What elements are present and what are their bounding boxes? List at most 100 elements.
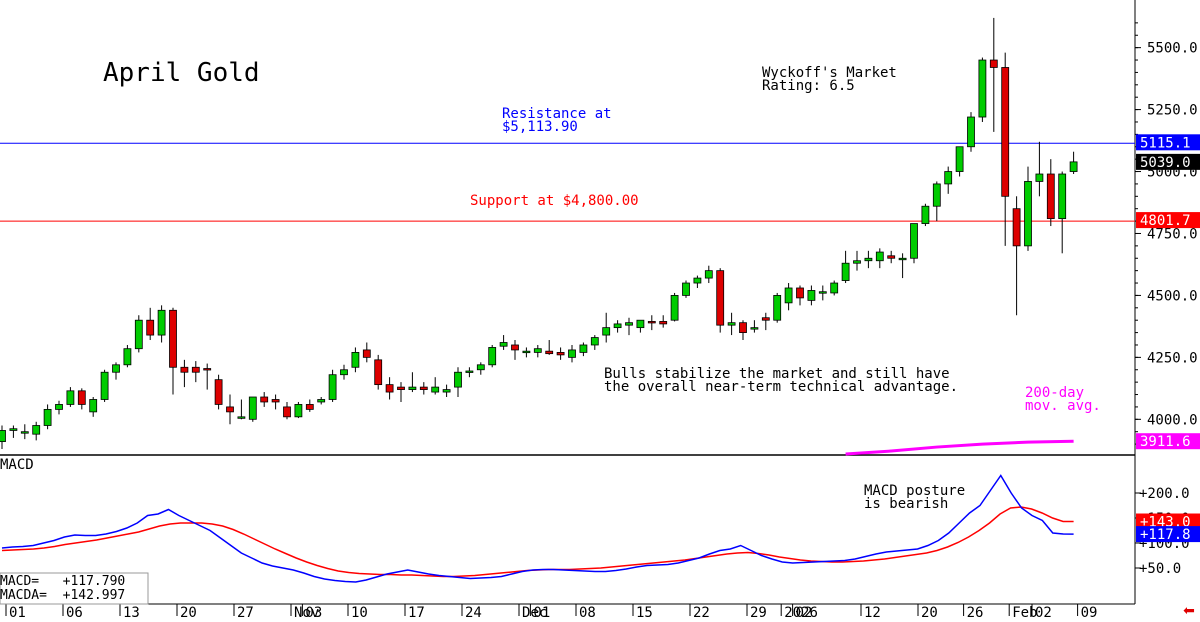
candle [818,285,827,301]
price-tag: 3911.6 [1136,433,1200,450]
price-tags: 5115.1 4801.7 5039.0 3911.6 [1136,134,1200,450]
candle [226,394,234,425]
date-tick-label: 22 [693,605,710,621]
moving-average-200 [845,439,1074,456]
candle-body [522,350,531,354]
candle-body [305,404,314,410]
resistance-annotation-line-2: $5,113.90 [502,119,578,135]
candle [647,315,656,331]
candle-body [1069,161,1078,172]
macd-tags: +143.0+117.8 [1136,513,1200,543]
date-tick-label: 01 [9,605,26,621]
date-tick-label: 09 [1081,605,1098,621]
candle-body [20,431,29,434]
resistance-annotation: Resistance at $5,113.90 [502,106,620,135]
candle-body [670,295,679,321]
candle [100,369,109,402]
candle-body [932,183,941,207]
candle-body [545,350,554,355]
candle-body [214,379,223,405]
date-tick-label: 02 [796,605,813,621]
macd-tag-label: +117.8 [1140,527,1191,543]
candle [157,305,166,343]
candle [1058,171,1067,254]
candle [955,146,964,177]
date-tick-label: 01 [533,605,550,621]
candle [511,340,519,360]
candle [989,17,998,132]
candle-body [203,368,212,371]
candle [214,374,223,410]
resistance-annotation-line-1: Resistance at [502,106,612,122]
candle-body [134,319,143,350]
candle-body [89,399,98,413]
candle-body [340,369,348,376]
candle-body [1046,173,1055,220]
date-tick-label: 06 [66,605,83,621]
candle [32,421,41,441]
ma-annotation-line-2: mov. avg. [1025,398,1101,414]
candle-body [374,359,383,386]
candle-body [898,257,907,261]
candle-body [1035,173,1044,182]
candle [248,396,257,422]
price-tick-label: 4250.0 [1147,350,1198,366]
candle [864,250,873,269]
candle-body [146,319,155,336]
candle [408,372,417,393]
candle [590,335,599,350]
candle-body [727,322,736,326]
date-tick-label: Feb [1012,605,1037,621]
candle-body [944,171,953,185]
candle [1046,159,1055,227]
price-tick-label: 4000.0 [1147,412,1198,428]
candle [20,424,29,440]
candle [932,181,941,222]
candle [77,388,86,410]
left-arrow-icon[interactable]: ⬅ [1183,603,1195,619]
resistance-tag-bg [1136,134,1200,151]
candle [283,401,291,420]
candle-body [465,370,474,373]
candle [180,359,189,388]
candle [294,401,303,419]
candle-body [328,374,337,400]
candle [9,425,18,438]
candle-body [602,327,611,336]
support-tag-label: 4801.7 [1140,213,1191,229]
ma-annotation: 200-day mov. avg. [1025,385,1101,414]
price-tick-label: 4500.0 [1147,288,1198,304]
macd-panel-label: MACD [0,457,34,473]
candle [305,399,314,412]
candle-body [283,406,291,418]
date-tick-label: 27 [237,605,254,621]
candle-body [568,349,576,358]
price-tick-label: 5500.0 [1147,41,1198,57]
macd-annotation: MACD posture is bearish [864,483,974,512]
date-tick-label: 10 [351,605,368,621]
bulls-annotation-line-2: the overall near-term technical advantag… [604,379,958,395]
candle-body [864,257,873,262]
candle [682,280,690,298]
candle-body [112,364,120,373]
candle-body [408,386,417,390]
candle-body [533,348,542,353]
wyckoff-annotation-line-1: Wyckoff's Market [762,65,897,81]
candle-body [659,321,668,325]
date-tick-label: 20 [180,605,197,621]
candle-body [716,270,725,326]
macd-legend-macd: MACD= +117.790 [0,574,125,589]
wyckoff-annotation-line-2: Rating: 6.5 [762,78,855,94]
candle-body [431,386,440,393]
candle-body [556,352,565,356]
date-tick-label: 12 [864,605,881,621]
candle [1012,196,1021,316]
candle-body [237,416,246,419]
candle-body [476,364,485,371]
candle [112,362,120,380]
candle [237,399,246,420]
price-tag-label: 3911.6 [1140,434,1191,450]
candle-body [761,317,770,321]
resistance-tag-label: 5115.1 [1140,135,1191,151]
